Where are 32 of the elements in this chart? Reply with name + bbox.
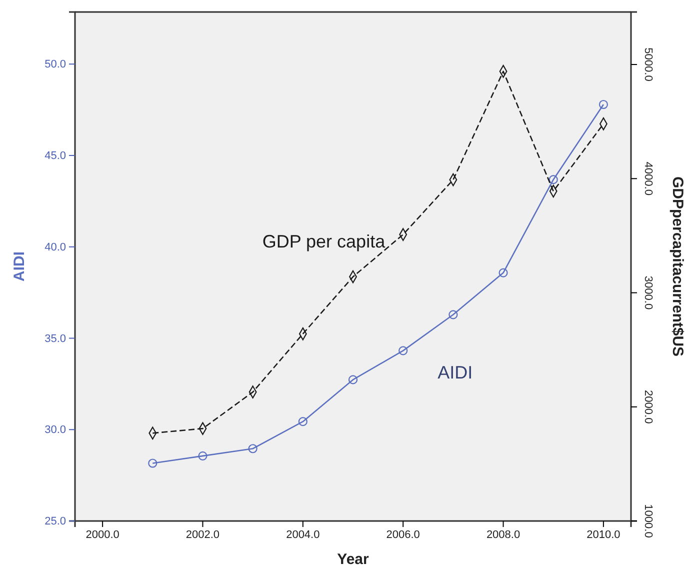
x-tick-label: 2006.0 — [386, 528, 420, 541]
x-axis-title: Year — [337, 551, 370, 568]
y2-tick-label: 4000.0 — [642, 162, 654, 196]
series-label: GDP per capita — [262, 232, 386, 252]
y2-tick-label: 2000.0 — [642, 390, 654, 424]
series-label: AIDI — [438, 362, 473, 383]
point — [448, 310, 458, 320]
point — [198, 451, 208, 460]
x-tick-label: 2002.0 — [186, 528, 220, 541]
y-tick-label: 40.0 — [44, 241, 66, 254]
y2-axis-title: GDPpercapitacurrent$US — [669, 176, 686, 357]
x-tick-label: 2008.0 — [486, 528, 520, 541]
point — [348, 375, 358, 384]
y2-tick-label: 1000.0 — [642, 504, 654, 538]
y-tick-label: 30.0 — [44, 424, 66, 436]
point — [598, 100, 608, 110]
y2-tick-label: 5000.0 — [642, 48, 654, 82]
point — [498, 268, 508, 278]
y-axis-title: AIDI — [11, 252, 28, 282]
y-tick-label: 25.0 — [44, 516, 66, 528]
y-tick-label: 45.0 — [44, 150, 66, 162]
point — [298, 417, 308, 426]
x-tick-label: 2000.0 — [86, 528, 120, 541]
point — [398, 346, 408, 356]
point — [248, 444, 258, 454]
point — [148, 458, 158, 468]
y2-tick-label: 3000.0 — [642, 276, 654, 310]
y-tick-label: 35.0 — [44, 332, 66, 345]
x-tick-label: 2004.0 — [286, 528, 320, 541]
y-tick-label: 50.0 — [44, 58, 66, 71]
x-tick-label: 2010.0 — [586, 528, 620, 541]
point — [548, 175, 558, 184]
